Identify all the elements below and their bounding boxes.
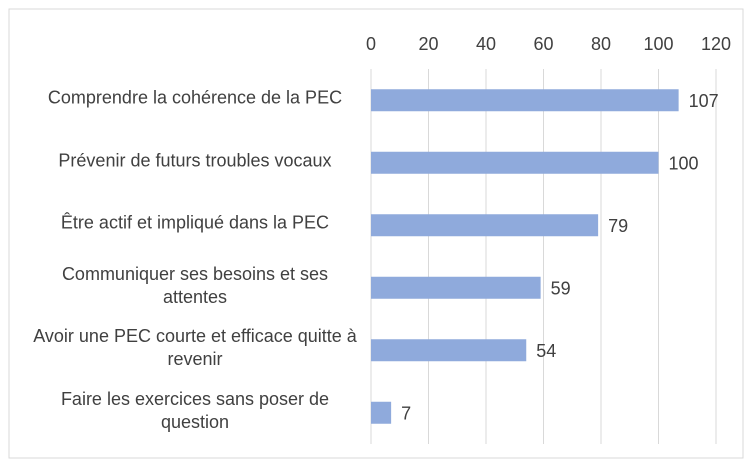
y-tick-label: Prévenir de futurs troubles vocaux xyxy=(58,150,332,171)
value-label: 107 xyxy=(689,91,719,111)
value-label: 79 xyxy=(608,216,628,236)
y-tick-label: Être actif et impliqué dans la PEC xyxy=(60,212,330,233)
x-tick-label: 100 xyxy=(643,34,673,54)
chart-border xyxy=(8,8,744,459)
x-tick-label: 40 xyxy=(476,34,496,54)
bar xyxy=(371,276,541,299)
bar xyxy=(371,339,527,362)
value-label: 54 xyxy=(536,341,556,361)
value-label: 7 xyxy=(401,404,411,424)
bar xyxy=(371,214,599,237)
x-tick-label: 60 xyxy=(533,34,553,54)
y-tick-label: Avoir une PEC courte et efficace quitte … xyxy=(33,326,357,370)
x-tick-label: 80 xyxy=(591,34,611,54)
y-tick-label: Communiquer ses besoins et ses attentes xyxy=(61,263,329,307)
bar xyxy=(371,401,392,424)
bar xyxy=(371,151,659,174)
x-tick-label: 120 xyxy=(701,34,731,54)
bar xyxy=(371,89,679,112)
y-tick-label: Comprendre la cohérence de la PEC xyxy=(47,87,343,108)
y-tick-label: Faire les exercices sans poser de questi… xyxy=(60,388,330,432)
value-label: 100 xyxy=(669,154,699,174)
x-tick-label: 20 xyxy=(418,34,438,54)
value-label: 59 xyxy=(551,279,571,299)
x-tick-label: 0 xyxy=(366,34,376,54)
